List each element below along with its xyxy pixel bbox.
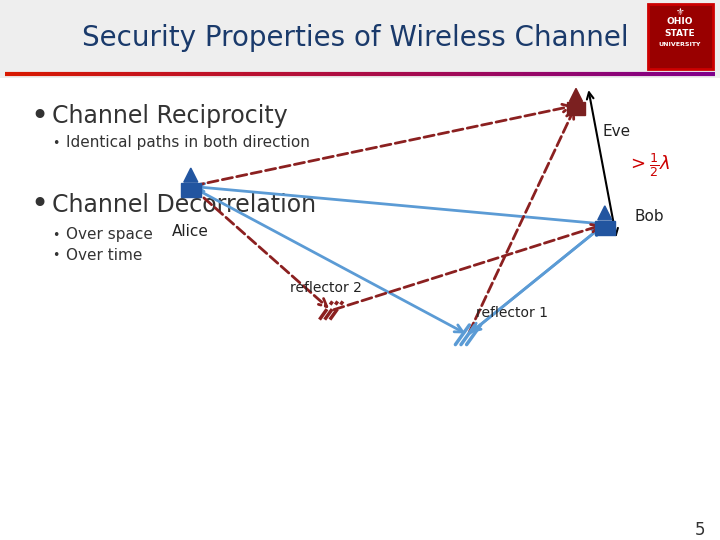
Text: OHIO: OHIO <box>667 17 693 26</box>
Text: UNIVERSITY: UNIVERSITY <box>659 42 701 46</box>
Text: 5: 5 <box>695 521 706 539</box>
Text: Bob: Bob <box>635 208 665 224</box>
Text: Channel Decorrelation: Channel Decorrelation <box>52 193 316 217</box>
Text: Channel Reciprocity: Channel Reciprocity <box>52 104 288 128</box>
Polygon shape <box>184 168 198 182</box>
Text: reflector 2: reflector 2 <box>290 281 362 295</box>
FancyBboxPatch shape <box>595 221 615 235</box>
FancyBboxPatch shape <box>648 4 713 69</box>
Text: STATE: STATE <box>665 29 696 37</box>
Text: •: • <box>52 248 59 261</box>
Polygon shape <box>598 206 612 220</box>
Text: •: • <box>30 102 48 131</box>
Text: Eve: Eve <box>602 124 630 139</box>
Text: •: • <box>52 228 59 241</box>
FancyBboxPatch shape <box>0 0 720 78</box>
Text: $> \frac{1}{2}\lambda$: $> \frac{1}{2}\lambda$ <box>627 151 670 179</box>
Polygon shape <box>570 89 582 102</box>
Text: Identical paths in both direction: Identical paths in both direction <box>66 136 310 151</box>
Text: Over space: Over space <box>66 227 153 242</box>
FancyBboxPatch shape <box>567 103 585 116</box>
FancyBboxPatch shape <box>181 183 201 197</box>
Text: •: • <box>52 137 59 150</box>
Text: Security Properties of Wireless Channel: Security Properties of Wireless Channel <box>81 24 629 52</box>
Text: Over time: Over time <box>66 247 143 262</box>
Text: reflector 1: reflector 1 <box>476 306 548 320</box>
Text: Alice: Alice <box>172 224 210 239</box>
Text: •: • <box>30 191 48 219</box>
Text: ⚜: ⚜ <box>675 7 685 17</box>
